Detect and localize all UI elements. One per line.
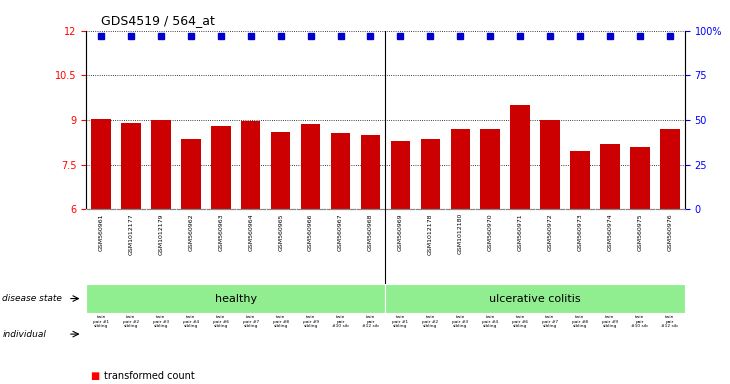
Text: transformed count: transformed count [104, 371, 195, 381]
Bar [450, 129, 470, 209]
Text: twin
pair #4
sibling: twin pair #4 sibling [482, 315, 499, 328]
Bar [91, 119, 111, 209]
FancyBboxPatch shape [86, 284, 385, 313]
Bar [540, 120, 560, 209]
Bar [241, 121, 261, 209]
Text: twin
pair #6
sibling: twin pair #6 sibling [512, 315, 529, 328]
Text: GSM560962: GSM560962 [188, 213, 193, 251]
Text: GSM560975: GSM560975 [637, 213, 642, 251]
Text: twin
pair #9
sibling: twin pair #9 sibling [602, 315, 618, 328]
Bar [660, 129, 680, 209]
Text: GSM560974: GSM560974 [607, 213, 612, 251]
Text: GSM1012178: GSM1012178 [428, 213, 433, 255]
Text: GSM560967: GSM560967 [338, 213, 343, 251]
Bar [301, 124, 320, 209]
Text: GSM560970: GSM560970 [488, 213, 493, 251]
Bar [211, 126, 231, 209]
Text: twin
pair
#10 sib: twin pair #10 sib [631, 315, 648, 328]
Bar [391, 141, 410, 209]
Text: GSM560964: GSM560964 [248, 213, 253, 251]
Text: twin
pair #2
sibling: twin pair #2 sibling [422, 315, 439, 328]
Text: GSM560968: GSM560968 [368, 213, 373, 250]
Bar [271, 132, 291, 209]
Bar [480, 129, 500, 209]
Text: GSM1012179: GSM1012179 [158, 213, 164, 255]
Text: GSM1012177: GSM1012177 [128, 213, 134, 255]
Bar [121, 123, 141, 209]
Text: twin
pair
#12 sib: twin pair #12 sib [362, 315, 379, 328]
Text: GSM560961: GSM560961 [99, 213, 104, 250]
Text: twin
pair #1
sibling: twin pair #1 sibling [93, 315, 110, 328]
Text: twin
pair #9
sibling: twin pair #9 sibling [302, 315, 319, 328]
Text: individual: individual [2, 329, 46, 339]
Text: twin
pair #4
sibling: twin pair #4 sibling [182, 315, 199, 328]
Bar [331, 133, 350, 209]
Text: GSM560965: GSM560965 [278, 213, 283, 250]
Text: twin
pair #8
sibling: twin pair #8 sibling [572, 315, 588, 328]
Text: GSM1012180: GSM1012180 [458, 213, 463, 254]
Text: GDS4519 / 564_at: GDS4519 / 564_at [101, 14, 215, 27]
Text: disease state: disease state [2, 294, 62, 303]
Text: healthy: healthy [215, 293, 257, 304]
Bar [181, 139, 201, 209]
Text: GSM560973: GSM560973 [577, 213, 583, 251]
Text: GSM560966: GSM560966 [308, 213, 313, 250]
Bar [600, 144, 620, 209]
Text: ulcerative colitis: ulcerative colitis [489, 293, 581, 304]
Bar [151, 120, 171, 209]
Text: twin
pair #8
sibling: twin pair #8 sibling [272, 315, 289, 328]
Text: twin
pair #7
sibling: twin pair #7 sibling [242, 315, 259, 328]
Bar [570, 151, 590, 209]
Text: GSM560976: GSM560976 [667, 213, 672, 251]
Text: GSM560969: GSM560969 [398, 213, 403, 251]
Text: twin
pair #2
sibling: twin pair #2 sibling [123, 315, 139, 328]
Text: twin
pair #1
sibling: twin pair #1 sibling [392, 315, 409, 328]
Text: twin
pair #6
sibling: twin pair #6 sibling [212, 315, 229, 328]
Text: twin
pair
#12 sib: twin pair #12 sib [661, 315, 678, 328]
Text: GSM560971: GSM560971 [518, 213, 523, 251]
Text: twin
pair #7
sibling: twin pair #7 sibling [542, 315, 558, 328]
Text: GSM560972: GSM560972 [548, 213, 553, 251]
Bar [630, 147, 650, 209]
Text: GSM560963: GSM560963 [218, 213, 223, 251]
Bar [361, 135, 380, 209]
FancyBboxPatch shape [385, 284, 685, 313]
Text: twin
pair
#10 sib: twin pair #10 sib [332, 315, 349, 328]
Bar [510, 105, 530, 209]
Text: twin
pair #3
sibling: twin pair #3 sibling [153, 315, 169, 328]
Bar [420, 139, 440, 209]
Text: ■: ■ [90, 371, 99, 381]
Text: twin
pair #3
sibling: twin pair #3 sibling [452, 315, 469, 328]
